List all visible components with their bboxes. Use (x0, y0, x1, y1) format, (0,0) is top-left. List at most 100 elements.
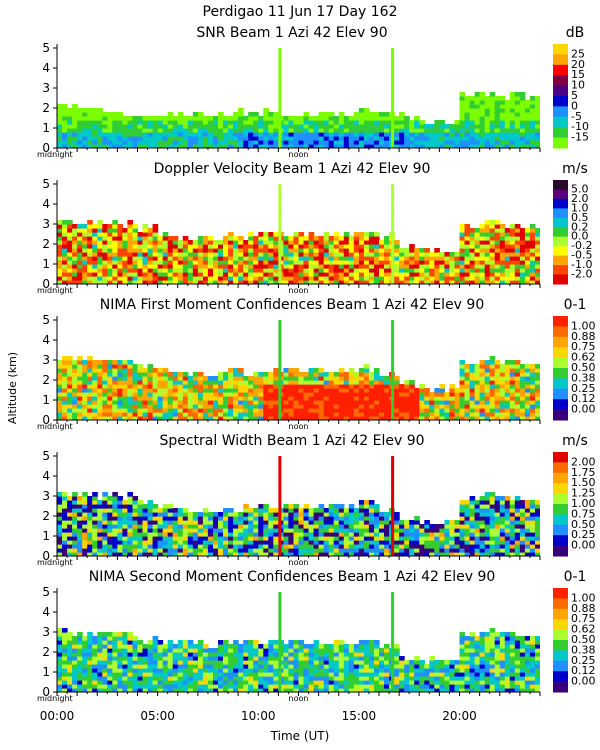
heatmap-cell (283, 400, 289, 405)
heatmap-cell (343, 540, 350, 545)
heatmap-cell (363, 376, 370, 381)
heatmap-cell (132, 388, 139, 393)
heatmap-cell (338, 140, 345, 145)
heatmap-cell (464, 412, 471, 417)
heatmap-cell (268, 136, 274, 141)
heatmap-cell (238, 236, 244, 241)
heatmap-cell (313, 272, 320, 277)
heatmap-cell (469, 112, 476, 117)
heatmap-cell (157, 516, 164, 521)
heatmap-cell (391, 143, 395, 148)
y-tick-label: 1 (42, 393, 50, 407)
heatmap-cell (419, 532, 425, 537)
heatmap-cell (459, 104, 466, 109)
heatmap-cell (504, 272, 511, 277)
heatmap-cell (374, 516, 380, 521)
heatmap-cell (439, 384, 445, 389)
heatmap-cell (243, 380, 249, 385)
heatmap-cell (358, 516, 365, 521)
heatmap-cell (137, 508, 144, 513)
heatmap-cell (404, 412, 410, 417)
heatmap-cell (449, 408, 455, 413)
heatmap-cell (449, 552, 455, 556)
heatmap-cell (333, 396, 340, 401)
heatmap-cell (379, 376, 385, 381)
heatmap-cell (489, 376, 496, 381)
heatmap-cell (172, 388, 179, 393)
heatmap-cell (509, 392, 516, 397)
heatmap-cell (363, 372, 370, 377)
heatmap-cell (348, 252, 355, 257)
heatmap-cell (162, 392, 169, 397)
heatmap-cell (348, 396, 355, 401)
heatmap-cell (303, 144, 310, 148)
heatmap-cell (429, 552, 435, 556)
heatmap-cell (192, 276, 199, 281)
heatmap-cell (368, 516, 375, 521)
heatmap-cell (182, 256, 189, 261)
heatmap-cell (474, 536, 481, 541)
heatmap-cell (187, 412, 194, 417)
heatmap-cell (77, 496, 83, 501)
heatmap-cell (92, 140, 98, 145)
heatmap-cell (394, 536, 400, 541)
heatmap-cell (147, 276, 154, 281)
heatmap-cell (82, 280, 88, 284)
heatmap-cell (328, 532, 335, 537)
heatmap-cell (524, 396, 531, 401)
heatmap-cell (238, 376, 244, 381)
heatmap-cell (82, 548, 88, 553)
heatmap-cell (484, 552, 491, 556)
heatmap-cell (238, 108, 244, 113)
heatmap-cell (343, 144, 350, 148)
heatmap-cell (157, 400, 164, 405)
heatmap-cell (132, 376, 139, 381)
heatmap-cell (519, 412, 526, 417)
heatmap-cell (57, 388, 63, 393)
heatmap-cell (524, 228, 531, 233)
heatmap-cell (238, 392, 244, 397)
heatmap-cell (288, 388, 294, 393)
heatmap-cell (228, 520, 234, 525)
heatmap-cell (92, 384, 98, 389)
heatmap-cell (142, 124, 149, 129)
heatmap-cell (374, 524, 380, 529)
heatmap-cell (72, 532, 78, 537)
heatmap-cell (238, 120, 244, 125)
heatmap-cell (67, 540, 73, 545)
heatmap-cell (77, 396, 83, 401)
heatmap-cell (529, 504, 536, 509)
heatmap-cell (147, 124, 154, 129)
heatmap-cell (353, 552, 360, 556)
heatmap-cell (182, 268, 189, 273)
y-tick-label: 4 (42, 197, 50, 211)
heatmap-cell (394, 544, 400, 549)
heatmap-cell (122, 280, 128, 284)
heatmap-cell (494, 368, 501, 373)
heatmap-cell (112, 136, 118, 141)
heatmap-cell (454, 272, 461, 277)
heatmap-cell (464, 116, 471, 121)
heatmap-cell (62, 140, 68, 145)
heatmap-cell (107, 124, 113, 129)
heatmap-cell (147, 380, 154, 385)
heatmap-cell (379, 512, 385, 517)
heatmap-cell (464, 512, 471, 517)
heatmap-cell (494, 392, 501, 397)
heatmap-cell (213, 376, 219, 381)
heatmap-cell (293, 236, 300, 241)
heatmap-cell (374, 528, 380, 533)
heatmap-cell (117, 404, 123, 409)
heatmap-cell (57, 272, 63, 277)
heatmap-cell (464, 524, 471, 529)
heatmap-cell (77, 388, 83, 393)
heatmap-cell (474, 504, 481, 509)
heatmap-cell (479, 264, 486, 269)
heatmap-cell (268, 240, 274, 245)
heatmap-cell (228, 516, 234, 521)
heatmap-cell (238, 272, 244, 277)
heatmap-cell (323, 408, 330, 413)
heatmap-cell (278, 78, 282, 84)
heatmap-cell (117, 260, 123, 265)
heatmap-cell (122, 372, 128, 377)
